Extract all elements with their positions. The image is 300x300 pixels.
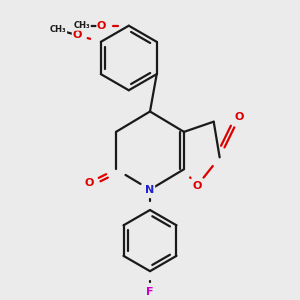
Text: O: O	[84, 178, 94, 188]
Text: O: O	[235, 112, 244, 122]
Text: O: O	[97, 21, 106, 31]
Text: O: O	[192, 181, 201, 191]
Text: N: N	[146, 184, 154, 195]
Text: O: O	[72, 30, 82, 40]
Text: CH₃: CH₃	[50, 26, 67, 34]
Text: F: F	[146, 287, 154, 297]
Text: CH₃: CH₃	[74, 21, 90, 30]
